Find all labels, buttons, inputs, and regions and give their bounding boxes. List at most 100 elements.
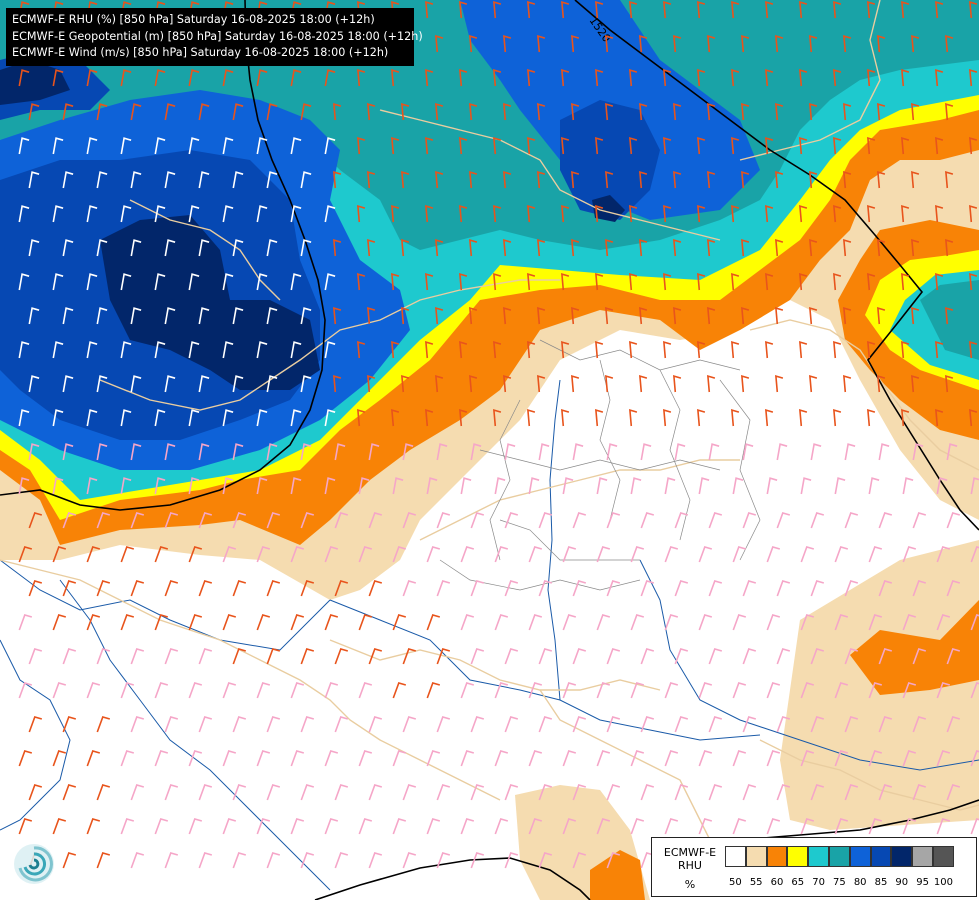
wind-barb xyxy=(96,171,108,189)
wind-barb xyxy=(96,239,108,257)
wind-barb xyxy=(18,341,30,359)
river-line xyxy=(329,599,761,741)
wind-barb xyxy=(188,818,203,835)
wind-barb xyxy=(765,69,774,87)
wind-barb xyxy=(232,239,244,257)
wind-barb xyxy=(18,69,30,87)
wind-barb xyxy=(911,35,920,53)
wind-barb xyxy=(324,477,336,495)
wind-barb xyxy=(809,35,818,53)
wind-barb xyxy=(698,546,713,563)
wind-barb xyxy=(833,205,842,223)
wind-barb xyxy=(28,239,40,257)
wind-barb xyxy=(799,137,808,155)
legend-tick-label: 100 xyxy=(933,877,953,888)
wind-barb xyxy=(300,852,315,869)
title-line-wind: ECMWF-E Wind (m/s) [850 hPa] Saturday 16… xyxy=(12,46,389,59)
wind-barb xyxy=(164,784,179,801)
humidity-band-55-60-south xyxy=(590,850,645,900)
wind-barb xyxy=(18,477,30,495)
wind-barb xyxy=(799,205,808,223)
title-line-geopotential: ECMWF-E Geopotential (m) [850 hPa] Satur… xyxy=(12,29,423,43)
wind-barb xyxy=(120,273,132,291)
wind-barb xyxy=(86,546,101,563)
wind-barb xyxy=(368,443,380,461)
wind-barb xyxy=(901,341,910,359)
legend-tick-label: 80 xyxy=(853,877,867,888)
wind-barb xyxy=(435,307,444,325)
wind-barb xyxy=(300,716,315,733)
wind-barb xyxy=(698,477,710,495)
wind-barb xyxy=(503,307,512,325)
wind-barb xyxy=(527,205,536,223)
wind-barb xyxy=(572,852,587,869)
wind-barb xyxy=(775,103,784,121)
wind-barb xyxy=(300,103,312,121)
wind-barb xyxy=(572,716,587,733)
wind-barb xyxy=(698,818,713,835)
wind-barb xyxy=(664,614,679,631)
wind-barb xyxy=(911,239,920,257)
wind-barb xyxy=(52,341,64,359)
wind-barb xyxy=(571,307,580,325)
wind-barb xyxy=(300,512,315,529)
wind-barb xyxy=(494,682,509,699)
wind-barb xyxy=(639,239,648,257)
wind-barb xyxy=(765,137,774,155)
wind-barb xyxy=(469,171,478,189)
wind-barb xyxy=(164,852,179,869)
wind-barb xyxy=(198,375,210,393)
wind-barb xyxy=(62,852,77,869)
wind-barb xyxy=(232,784,247,801)
wind-barb xyxy=(630,614,645,631)
wind-barb xyxy=(867,273,876,291)
wind-barb xyxy=(776,716,791,733)
wind-barb xyxy=(222,409,234,427)
wind-barb xyxy=(640,580,655,597)
wind-barb xyxy=(368,512,383,529)
wind-barb xyxy=(912,512,927,529)
wind-barb xyxy=(188,137,200,155)
wind-barb xyxy=(367,171,376,189)
wind-barb xyxy=(188,477,200,495)
wind-barb xyxy=(367,375,376,393)
wind-barb xyxy=(28,103,40,121)
wind-barb xyxy=(130,716,145,733)
legend-tick-label: 70 xyxy=(812,877,825,888)
legend-swatch xyxy=(745,846,767,867)
wind-barb xyxy=(741,239,750,257)
wind-barb xyxy=(96,443,108,461)
border-line xyxy=(0,559,501,801)
humidity-band-85-90 xyxy=(100,215,320,390)
wind-barb xyxy=(493,273,502,291)
wind-barb xyxy=(936,614,951,631)
wind-barb xyxy=(800,477,812,495)
wind-barb xyxy=(130,103,142,121)
wind-barb xyxy=(436,580,451,597)
wind-barb xyxy=(28,512,43,529)
wind-barb xyxy=(936,546,951,563)
wind-barbs xyxy=(18,1,979,869)
wind-barb xyxy=(809,171,818,189)
wind-barb xyxy=(493,1,502,19)
wind-barb xyxy=(562,818,577,835)
wind-barb xyxy=(469,35,478,53)
wind-barb xyxy=(62,307,74,325)
humidity-band-85-90-north xyxy=(0,60,70,105)
wind-barb xyxy=(843,35,852,53)
wind-barb xyxy=(290,137,302,155)
wind-barb xyxy=(52,546,67,563)
wind-barb xyxy=(911,171,920,189)
wind-barb xyxy=(742,648,757,665)
wind-barb xyxy=(630,546,645,563)
wind-barb xyxy=(222,818,237,835)
wind-barb xyxy=(697,341,706,359)
wind-barb xyxy=(911,375,920,393)
wind-barb xyxy=(300,784,315,801)
wind-barb xyxy=(470,784,485,801)
wind-barb xyxy=(425,273,434,291)
contour-line-1520-south xyxy=(314,857,591,900)
region-line xyxy=(489,399,521,561)
wind-barb xyxy=(630,818,645,835)
